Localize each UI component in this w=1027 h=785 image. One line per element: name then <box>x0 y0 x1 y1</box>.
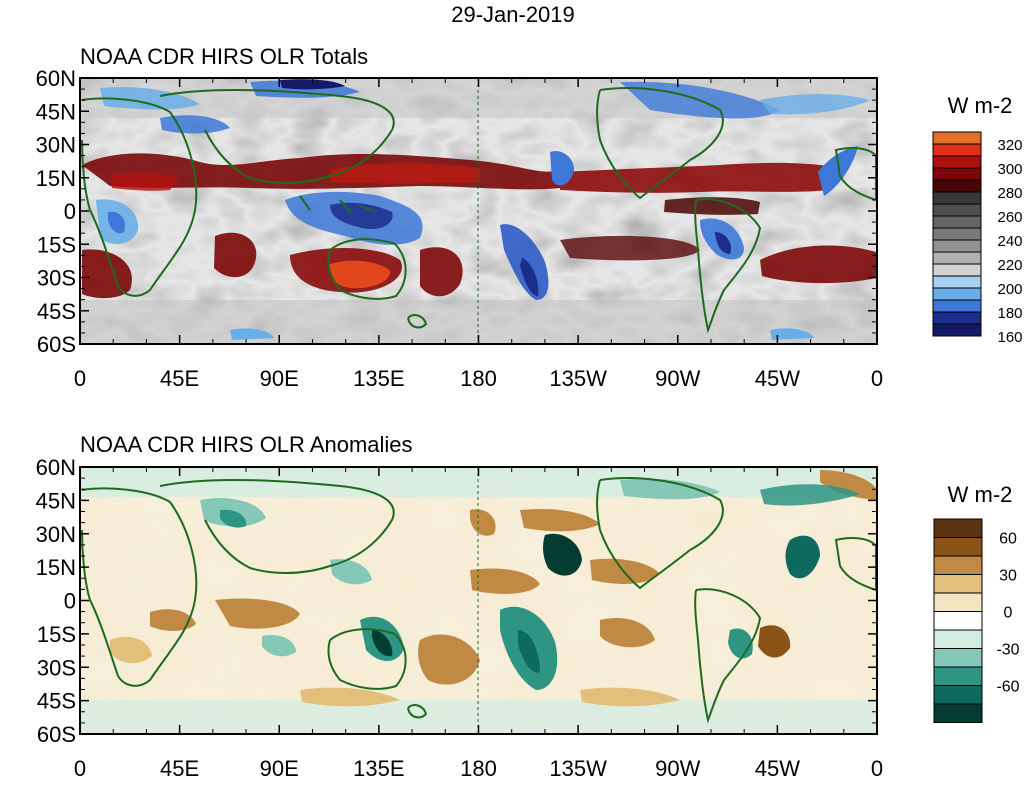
anomalies-colorbar: 60 30 0 -30 -60 <box>933 518 1020 723</box>
colorbar-swatch <box>933 537 983 557</box>
colorbar-swatch <box>933 574 983 594</box>
colorbar-swatch <box>932 203 982 217</box>
totals-panel: NOAA CDR HIRS OLR Totals <box>36 44 1023 391</box>
lon-label: 135E <box>353 756 404 781</box>
colorbar-swatch <box>932 263 982 277</box>
lat-label: 60S <box>37 722 76 747</box>
lat-label: 0 <box>64 199 76 224</box>
lat-label: 45N <box>36 488 76 513</box>
lat-label: 45S <box>37 689 76 714</box>
colorbar-swatch <box>932 275 982 289</box>
lat-label: 15N <box>36 555 76 580</box>
colorbar-label: 160 <box>997 329 1022 346</box>
lon-label: 45E <box>160 756 199 781</box>
totals-axes: 60N 45N 30N 15N 0 15S 30S 45S 60S 0 45E 90E 135E 180 1… <box>36 66 883 391</box>
hot-spot-australia <box>329 260 391 289</box>
lat-label: 30S <box>37 655 76 680</box>
lat-label: 30S <box>37 266 76 291</box>
lon-label: 90E <box>260 366 299 391</box>
totals-title: NOAA CDR HIRS OLR Totals <box>80 44 368 69</box>
anomalies-axes: 60N 45N 30N 15N 0 15S 30S 45S 60S 0 45E 90E 135E 180 1… <box>36 455 883 781</box>
colorbar-swatch <box>932 155 982 169</box>
lat-label: 60N <box>36 455 76 480</box>
colorbar-label: 200 <box>997 281 1022 298</box>
colorbar-swatch <box>932 311 982 325</box>
colorbar-label: 260 <box>997 209 1022 226</box>
lat-label: 45S <box>37 299 76 324</box>
colorbar-swatch <box>932 143 982 157</box>
colorbar-swatch <box>933 555 983 575</box>
lat-label: 15N <box>36 166 76 191</box>
colorbar-swatch <box>933 611 983 631</box>
colorbar-swatch <box>932 299 982 313</box>
lon-label: 0 <box>74 756 86 781</box>
lon-label: 0 <box>871 366 883 391</box>
date-title: 29-Jan-2019 <box>451 2 575 27</box>
colorbar-swatch <box>933 648 983 668</box>
colorbar-swatch <box>933 592 983 612</box>
colorbar-label: 240 <box>997 233 1022 250</box>
colorbar-swatch <box>932 179 982 193</box>
totals-coastlines <box>81 87 877 334</box>
colorbar-label: 30 <box>999 568 1017 585</box>
lon-label: 0 <box>871 756 883 781</box>
lon-label: 90W <box>655 756 700 781</box>
lat-label: 15S <box>37 622 76 647</box>
lat-label: 45N <box>36 99 76 124</box>
colorbar-label: -30 <box>996 642 1019 659</box>
anomalies-units: W m-2 <box>948 482 1013 507</box>
colorbar-swatch <box>932 191 982 205</box>
colorbar-swatch <box>933 703 983 723</box>
colorbar-label: 180 <box>997 305 1022 322</box>
colorbar-label: 320 <box>997 137 1022 154</box>
totals-colorbar: 320 300 280 260 240 220 200 180 160 <box>932 131 1023 346</box>
anomalies-title: NOAA CDR HIRS OLR Anomalies <box>80 432 413 457</box>
lat-label: 60S <box>37 332 76 357</box>
lon-label: 90E <box>260 756 299 781</box>
colorbar-swatch <box>932 131 982 145</box>
lat-label: 15S <box>37 232 76 257</box>
colorbar-swatch <box>933 629 983 649</box>
lon-label: 135W <box>549 756 607 781</box>
colorbar-swatch <box>932 251 982 265</box>
colorbar-swatch <box>932 167 982 181</box>
colorbar-swatch <box>933 685 983 705</box>
lon-label: 135E <box>353 366 404 391</box>
lat-label: 30N <box>36 522 76 547</box>
lon-label: 45W <box>755 756 800 781</box>
lon-label: 45W <box>755 366 800 391</box>
colorbar-swatch <box>932 215 982 229</box>
lon-label: 90W <box>655 366 700 391</box>
anomalies-panel: NOAA CDR HIRS OLR Anomalies <box>36 432 1020 781</box>
lat-label: 0 <box>64 589 76 614</box>
colorbar-swatch <box>932 239 982 253</box>
lon-label: 0 <box>74 366 86 391</box>
colorbar-swatch <box>932 287 982 301</box>
lon-label: 180 <box>460 756 497 781</box>
lat-label: 30N <box>36 133 76 158</box>
colorbar-label: 280 <box>997 185 1022 202</box>
lon-label: 45E <box>160 366 199 391</box>
colorbar-label: 220 <box>997 257 1022 274</box>
colorbar-swatch <box>932 227 982 241</box>
colorbar-label: 0 <box>1004 605 1013 622</box>
lat-label: 60N <box>36 66 76 91</box>
lon-label: 135W <box>549 366 607 391</box>
anomalies-coastlines <box>81 477 877 724</box>
colorbar-swatch <box>933 666 983 686</box>
totals-units: W m-2 <box>948 93 1013 118</box>
colorbar-label: 300 <box>997 161 1022 178</box>
colorbar-label: 60 <box>999 531 1017 548</box>
colorbar-swatch <box>932 323 982 337</box>
lon-label: 180 <box>460 366 497 391</box>
colorbar-label: -60 <box>996 679 1019 696</box>
colorbar-swatch <box>933 518 983 538</box>
